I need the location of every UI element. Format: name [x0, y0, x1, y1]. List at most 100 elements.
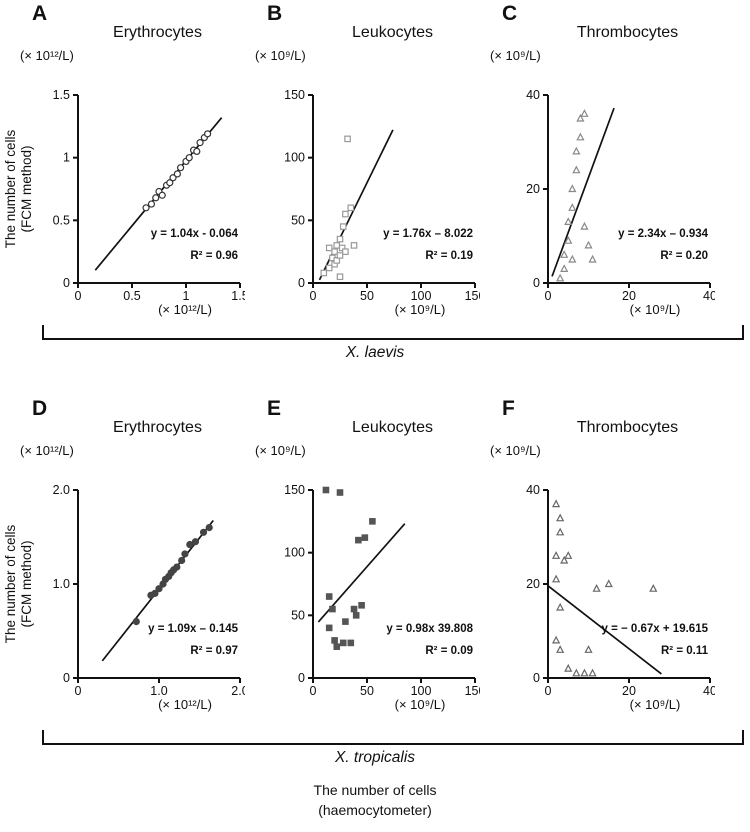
panel-letter-b: B: [267, 2, 283, 25]
svg-text:0: 0: [533, 671, 540, 685]
svg-text:1.0: 1.0: [53, 577, 70, 591]
svg-text:150: 150: [465, 289, 480, 303]
panel-erythrocytes-laevis: A Erythrocytes (× 10¹²/L) 0 0.5 1 1.5 0 0.5 1 1…: [20, 0, 275, 330]
svg-text:0.5: 0.5: [53, 213, 70, 227]
svg-text:150: 150: [284, 483, 305, 497]
svg-text:y = − 0.67x + 19.615: y = − 0.67x + 19.615: [602, 623, 709, 635]
svg-text:0: 0: [533, 276, 540, 290]
y-axis-unit-label: (× 10⁹/L): [490, 443, 541, 458]
y-axis-label-row2: The number of cells (FCM method): [3, 489, 37, 679]
svg-text:40: 40: [526, 88, 540, 102]
svg-text:50: 50: [360, 684, 374, 698]
svg-text:R² = 0.19: R² = 0.19: [425, 250, 473, 262]
x-axis-unit-label: (× 10¹²/L): [158, 302, 212, 317]
panel-title-thrombocytes: Thrombocytes: [576, 419, 679, 436]
species-bracket-tropicalis: [42, 730, 744, 745]
svg-text:y = 2.34x – 0.934: y = 2.34x – 0.934: [618, 228, 708, 240]
svg-text:y = 1.04x - 0.064: y = 1.04x - 0.064: [151, 228, 239, 240]
svg-text:1.5: 1.5: [53, 88, 70, 102]
svg-text:20: 20: [622, 289, 636, 303]
x-axis-label-line1: The number of cells: [313, 782, 437, 798]
svg-text:150: 150: [465, 684, 480, 698]
y-axis-unit-label: (× 10⁹/L): [255, 48, 306, 63]
svg-text:20: 20: [622, 684, 636, 698]
y-axis-label-line2: (FCM method): [19, 145, 34, 233]
scatter-plot-a: 0 0.5 1 1.5 0 0.5 1 1.5 y = 1.04x - 0.064 R² = 0.…: [53, 88, 245, 303]
panel-thrombocytes-laevis: C Thrombocytes (× 10⁹/L) 0 20 40 0 20 40 y = 2…: [490, 0, 745, 330]
x-axis-unit-label: (× 10⁹/L): [629, 302, 681, 317]
svg-text:R² = 0.97: R² = 0.97: [190, 645, 238, 657]
y-axis-unit-label: (× 10⁹/L): [255, 443, 306, 458]
scatter-plot-e: 0 50 100 150 0 50 100 150 y = 0.98x 39.808 R² = 0…: [284, 483, 480, 698]
y-axis-unit-label: (× 10¹²/L): [20, 48, 74, 63]
y-axis-unit-label: (× 10¹²/L): [20, 443, 74, 458]
species-bracket-laevis: [42, 325, 744, 340]
svg-text:0: 0: [545, 289, 552, 303]
y-axis-label-line1: The number of cells: [3, 129, 18, 249]
svg-text:0: 0: [75, 684, 82, 698]
svg-text:40: 40: [703, 684, 715, 698]
svg-text:R² = 0.09: R² = 0.09: [425, 645, 473, 657]
scatter-plot-d: 0 1.0 2.0 0 1.0 2.0 y = 1.09x – 0.145 R² = 0.97: [53, 483, 245, 698]
svg-text:0: 0: [298, 276, 305, 290]
svg-text:R² = 0.20: R² = 0.20: [660, 250, 708, 262]
svg-text:0.5: 0.5: [123, 289, 140, 303]
svg-text:20: 20: [526, 182, 540, 196]
panel-letter-e: E: [267, 397, 282, 420]
svg-text:40: 40: [703, 289, 715, 303]
svg-text:0: 0: [298, 671, 305, 685]
scatter-plot-c: 0 20 40 0 20 40 y = 2.34x – 0.934 R² = 0.20: [526, 88, 715, 303]
svg-text:40: 40: [526, 483, 540, 497]
y-axis-label-line1: The number of cells: [3, 524, 18, 644]
y-axis-label-line2: (FCM method): [19, 540, 34, 628]
svg-text:y = 1.76x – 8.022: y = 1.76x – 8.022: [383, 228, 473, 240]
svg-text:150: 150: [284, 88, 305, 102]
svg-text:50: 50: [291, 608, 305, 622]
svg-text:20: 20: [526, 577, 540, 591]
scatter-plot-f: 0 20 40 0 20 40 y = − 0.67x + 19.615 R² = 0.11: [526, 483, 715, 698]
x-axis-label-line2: (haemocytometer): [318, 802, 432, 818]
x-axis-unit-label: (× 10⁹/L): [394, 302, 446, 317]
panel-title-leukocytes: Leukocytes: [352, 419, 433, 436]
panel-leukocytes-tropicalis: E Leukocytes (× 10⁹/L) 0 50 100 150 0 50 100 15…: [255, 395, 510, 725]
svg-text:0: 0: [310, 289, 317, 303]
panel-erythrocytes-tropicalis: D Erythrocytes (× 10¹²/L) 0 1.0 2.0 0 1.0 2.0…: [20, 395, 275, 725]
species-label-tropicalis: X. tropicalis: [334, 749, 416, 766]
svg-text:2.0: 2.0: [231, 684, 245, 698]
scatter-plot-b: 0 50 100 150 0 50 100 150 y = 1.76x – 8.022 R² = …: [284, 88, 480, 303]
panel-title-leukocytes: Leukocytes: [352, 24, 433, 41]
svg-text:y = 1.09x – 0.145: y = 1.09x – 0.145: [148, 623, 238, 635]
svg-text:100: 100: [411, 684, 432, 698]
x-axis-unit-label: (× 10⁹/L): [629, 697, 681, 712]
panel-letter-d: D: [32, 397, 48, 420]
svg-text:1.0: 1.0: [150, 684, 167, 698]
svg-text:0: 0: [75, 289, 82, 303]
x-axis-unit-label: (× 10¹²/L): [158, 697, 212, 712]
svg-text:0: 0: [310, 684, 317, 698]
svg-text:2.0: 2.0: [53, 483, 70, 497]
svg-text:1.5: 1.5: [231, 289, 245, 303]
panel-thrombocytes-tropicalis: F Thrombocytes (× 10⁹/L) 0 20 40 0 20 40 y = −…: [490, 395, 745, 725]
panel-letter-c: C: [502, 2, 518, 25]
svg-text:R² = 0.11: R² = 0.11: [661, 645, 709, 657]
svg-text:R² = 0.96: R² = 0.96: [190, 250, 238, 262]
y-axis-unit-label: (× 10⁹/L): [490, 48, 541, 63]
svg-text:50: 50: [360, 289, 374, 303]
svg-text:0: 0: [63, 276, 70, 290]
panel-title-erythrocytes: Erythrocytes: [113, 24, 202, 41]
y-axis-label-row1: The number of cells (FCM method): [3, 94, 37, 284]
species-label-laevis: X. laevis: [345, 344, 405, 361]
svg-text:0: 0: [545, 684, 552, 698]
panel-letter-f: F: [502, 397, 515, 420]
svg-text:100: 100: [411, 289, 432, 303]
svg-text:1: 1: [63, 151, 70, 165]
panel-leukocytes-laevis: B Leukocytes (× 10⁹/L) 0 50 100 150 0 50 100 15…: [255, 0, 510, 330]
svg-text:1: 1: [183, 289, 190, 303]
svg-text:0: 0: [63, 671, 70, 685]
svg-text:50: 50: [291, 213, 305, 227]
svg-text:y = 0.98x 39.808: y = 0.98x 39.808: [386, 623, 473, 635]
x-axis-unit-label: (× 10⁹/L): [394, 697, 446, 712]
panel-title-thrombocytes: Thrombocytes: [576, 24, 679, 41]
panel-letter-a: A: [32, 2, 48, 25]
